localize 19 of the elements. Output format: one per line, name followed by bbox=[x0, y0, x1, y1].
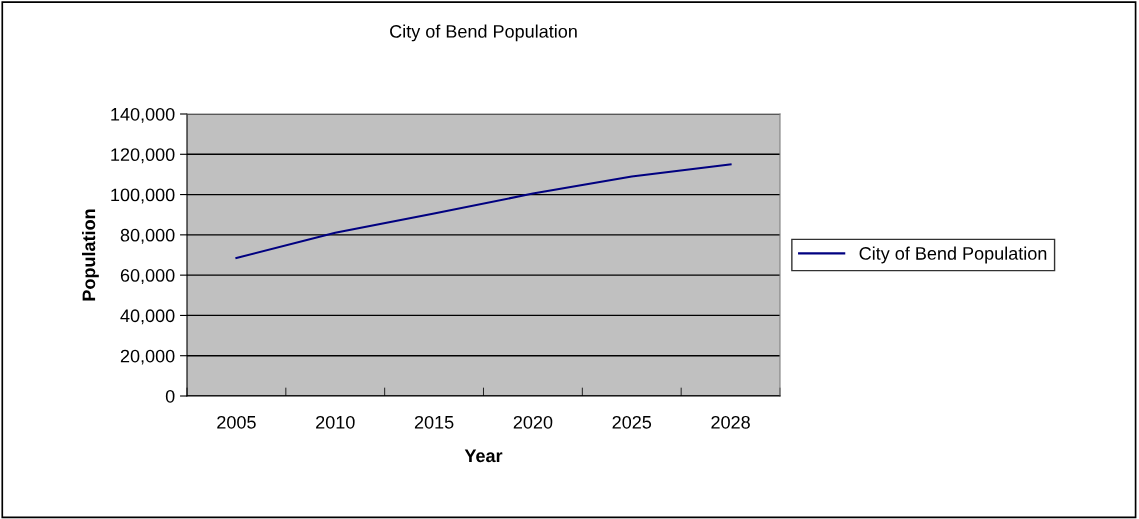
x-tick-label: 2028 bbox=[711, 415, 750, 429]
y-axis-title: Population bbox=[81, 209, 99, 301]
chart-title: City of Bend Population bbox=[390, 24, 577, 42]
y-tick-label: 100,000 bbox=[111, 188, 175, 204]
x-tick-label: 2005 bbox=[217, 415, 256, 429]
y-tick-label: 120,000 bbox=[111, 148, 175, 164]
line-series bbox=[235, 163, 732, 260]
y-tick-label: 140,000 bbox=[111, 107, 175, 123]
x-axis-title: Year bbox=[464, 449, 503, 463]
x-tick-label: 2015 bbox=[414, 415, 454, 429]
x-tick-label: 2025 bbox=[612, 415, 652, 429]
x-tick-label: 2020 bbox=[513, 415, 553, 429]
y-tick-label: 60,000 bbox=[120, 269, 175, 284]
y-tick-label: 80,000 bbox=[120, 228, 175, 244]
y-tick-label: 20,000 bbox=[120, 349, 175, 365]
legend-label: City of Bend Population bbox=[859, 246, 1047, 264]
y-tick-label: 0 bbox=[165, 389, 175, 403]
y-tick-label: 40,000 bbox=[120, 309, 175, 325]
x-tick-label: 2010 bbox=[316, 415, 355, 429]
